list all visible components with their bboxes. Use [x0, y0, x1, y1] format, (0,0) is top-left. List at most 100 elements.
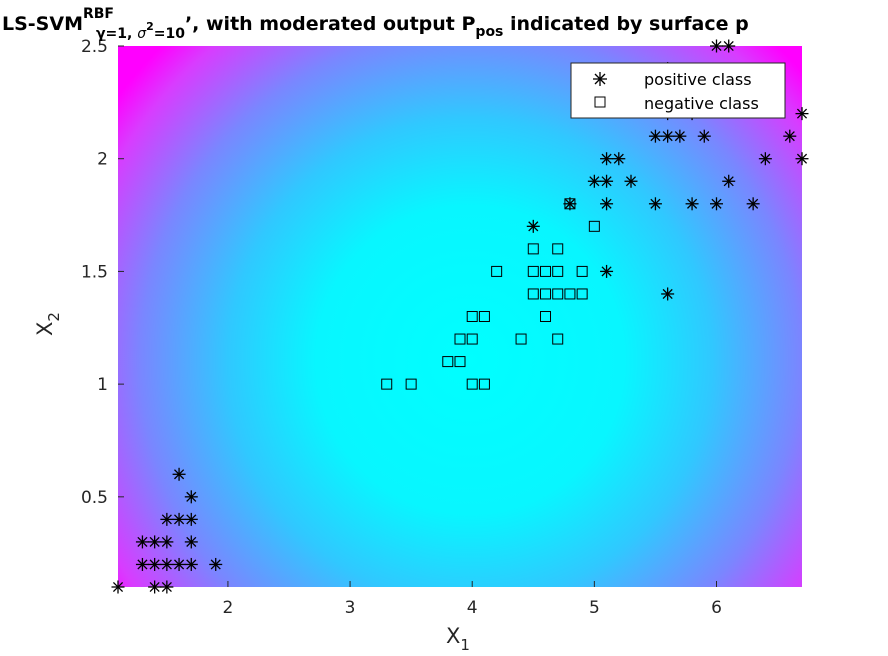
x-tick-label: 4 — [467, 598, 478, 618]
y-tick-label: 2 — [97, 150, 108, 170]
positive-point — [648, 129, 662, 143]
legend-negative-label: negative class — [644, 94, 759, 113]
title-prefix: LS-SVM — [2, 13, 83, 35]
positive-point — [722, 174, 736, 188]
x-tick-label: 3 — [345, 598, 356, 618]
positive-point — [172, 467, 186, 481]
negative-point — [564, 288, 576, 300]
positive-point — [600, 152, 614, 166]
positive-point — [612, 152, 626, 166]
negative-point — [466, 378, 478, 390]
positive-point — [697, 129, 711, 143]
data-points — [111, 39, 809, 594]
negative-point — [442, 356, 454, 368]
positive-point — [184, 512, 198, 526]
y-tick-label: 2.5 — [81, 37, 108, 57]
y-axis-label: X2 — [33, 312, 63, 336]
positive-point — [673, 129, 687, 143]
positive-point — [600, 264, 614, 278]
chart-title: LS-SVMRBF γ=1, σ2=10’, with moderated out… — [2, 6, 749, 42]
negative-point — [478, 311, 490, 322]
positive-point — [758, 152, 772, 166]
positive-point — [661, 287, 675, 301]
positive-point — [160, 535, 174, 549]
positive-point — [648, 197, 662, 211]
positive-point — [148, 535, 162, 549]
y-tick-label: 1.5 — [81, 262, 108, 282]
negative-point — [564, 198, 576, 210]
title-sub-sigma-sup: 2 — [146, 20, 154, 33]
legend-positive-marker-icon — [593, 72, 607, 86]
positive-point — [184, 557, 198, 571]
y-axis: 0.5 1 1.5 2 2.5 — [81, 37, 124, 508]
y-axis-label-main: X — [33, 322, 57, 336]
positive-point — [135, 557, 149, 571]
positive-point — [209, 557, 223, 571]
legend-positive-label: positive class — [644, 70, 752, 89]
positive-point — [148, 557, 162, 571]
positive-point — [710, 197, 723, 211]
title-sub-sigma: σ — [137, 26, 147, 42]
negative-point — [576, 265, 588, 277]
positive-point — [795, 107, 809, 121]
negative-point — [552, 333, 564, 345]
title-middle: ’, with moderated output P — [185, 13, 476, 35]
positive-point — [722, 39, 736, 53]
negative-point — [491, 265, 503, 277]
positive-point — [184, 535, 198, 549]
positive-point — [685, 197, 699, 211]
positive-point — [184, 490, 198, 504]
negative-point — [588, 220, 600, 232]
negative-point — [527, 265, 539, 277]
negative-point — [552, 243, 564, 255]
negative-point — [540, 288, 551, 300]
positive-point — [661, 129, 675, 143]
negative-point — [478, 378, 490, 390]
x-axis-label: X1 — [446, 624, 470, 654]
negative-point — [466, 333, 478, 345]
negative-point — [515, 333, 527, 345]
x-tick-label: 6 — [711, 598, 722, 618]
positive-point — [135, 535, 149, 549]
positive-point — [111, 580, 125, 594]
title-sub-sigma-rest: =10 — [154, 26, 185, 42]
legend-negative-marker-icon — [594, 96, 606, 108]
positive-point — [148, 580, 162, 594]
x-axis: 2 3 4 5 6 — [223, 581, 722, 618]
positive-point — [600, 174, 614, 188]
positive-point — [160, 580, 174, 594]
negative-point — [576, 288, 588, 300]
positive-point — [160, 557, 174, 571]
negative-point — [552, 288, 564, 300]
negative-point — [527, 288, 539, 300]
positive-point — [160, 512, 174, 526]
negative-point — [540, 265, 551, 277]
negative-point — [381, 378, 393, 390]
y-axis-label-sub: 2 — [45, 312, 63, 322]
positive-point — [746, 197, 760, 211]
x-tick-label: 5 — [589, 598, 600, 618]
x-axis-label-main: X — [446, 624, 460, 648]
positive-point — [795, 152, 809, 166]
x-axis-label-sub: 1 — [460, 636, 470, 654]
negative-point — [466, 311, 478, 322]
positive-point — [783, 129, 797, 143]
legend: positive class negative class — [570, 62, 786, 119]
x-tick-label: 2 — [223, 598, 234, 618]
positive-point — [526, 219, 540, 233]
title-suffix: indicated by surface p — [503, 13, 748, 35]
negative-point — [540, 311, 551, 322]
positive-point — [172, 557, 186, 571]
y-tick-label: 1 — [97, 375, 108, 395]
positive-point — [600, 197, 614, 211]
positive-point — [710, 39, 723, 53]
title-sup: RBF — [83, 6, 114, 22]
y-tick-label: 0.5 — [81, 488, 108, 508]
negative-point — [454, 333, 466, 345]
positive-point — [172, 512, 186, 526]
probability-surface — [118, 46, 802, 587]
negative-point — [405, 378, 417, 390]
positive-point — [624, 174, 638, 188]
positive-point — [563, 197, 577, 211]
